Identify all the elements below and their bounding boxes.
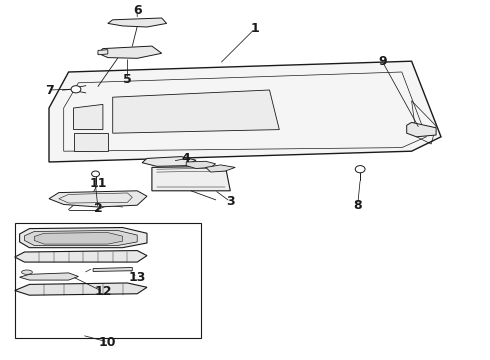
Polygon shape — [15, 251, 147, 262]
Circle shape — [92, 171, 99, 177]
Polygon shape — [98, 46, 162, 58]
Text: 4: 4 — [182, 152, 191, 165]
Polygon shape — [186, 161, 216, 168]
Text: 7: 7 — [45, 84, 53, 96]
Polygon shape — [20, 228, 147, 248]
Text: 2: 2 — [94, 202, 102, 215]
Text: 3: 3 — [226, 195, 235, 208]
Polygon shape — [152, 166, 230, 191]
Polygon shape — [20, 273, 78, 280]
Polygon shape — [108, 18, 167, 27]
Text: 1: 1 — [250, 22, 259, 35]
Polygon shape — [98, 50, 108, 55]
Polygon shape — [49, 61, 441, 162]
Text: 8: 8 — [353, 199, 362, 212]
Circle shape — [355, 166, 365, 173]
Polygon shape — [113, 90, 279, 133]
Polygon shape — [24, 230, 137, 246]
Polygon shape — [34, 233, 122, 244]
Polygon shape — [15, 283, 147, 295]
Text: 6: 6 — [133, 4, 142, 17]
Text: 5: 5 — [123, 73, 132, 86]
Circle shape — [71, 86, 81, 93]
Ellipse shape — [22, 270, 32, 274]
Text: 10: 10 — [99, 336, 117, 348]
Text: 13: 13 — [128, 271, 146, 284]
Polygon shape — [206, 165, 235, 172]
Polygon shape — [93, 267, 132, 271]
Polygon shape — [407, 122, 436, 137]
Text: 9: 9 — [378, 55, 387, 68]
Text: 12: 12 — [94, 285, 112, 298]
FancyBboxPatch shape — [15, 223, 201, 338]
Polygon shape — [49, 191, 147, 207]
Text: 11: 11 — [89, 177, 107, 190]
Polygon shape — [74, 104, 103, 130]
Polygon shape — [142, 157, 196, 166]
Polygon shape — [74, 133, 108, 151]
